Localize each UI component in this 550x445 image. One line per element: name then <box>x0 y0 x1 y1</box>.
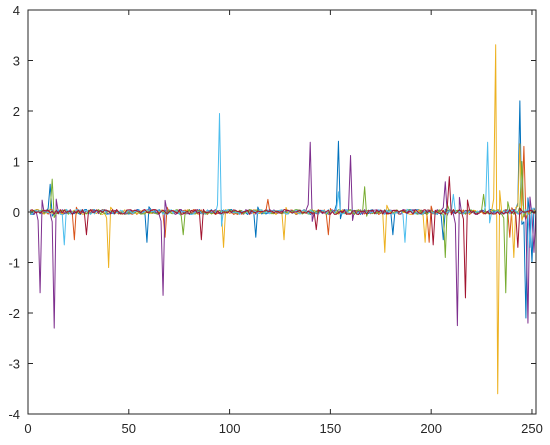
y-tick-label: 2 <box>13 104 20 119</box>
y-tick-label: -2 <box>8 306 20 321</box>
x-tick-label: 250 <box>521 421 543 436</box>
y-tick-label: 1 <box>13 155 20 170</box>
ticks-layer: 0 50 100 150 200 250 -4 -3 -2 -1 0 1 2 3 4 <box>8 3 542 436</box>
y-tick-label: -3 <box>8 357 20 372</box>
series-line-7 <box>29 176 537 299</box>
x-tick-label: 0 <box>24 421 31 436</box>
y-tick-label: 0 <box>13 205 20 220</box>
x-tick-label: 100 <box>219 421 241 436</box>
x-tick-label: 200 <box>420 421 442 436</box>
y-tick-label: 4 <box>13 3 20 18</box>
y-tick-label: -4 <box>8 407 20 422</box>
series-layer <box>29 44 537 395</box>
x-tick-label: 150 <box>320 421 342 436</box>
x-tick-label: 50 <box>122 421 136 436</box>
y-tick-label: -1 <box>8 256 20 271</box>
y-tick-label: 3 <box>13 54 20 69</box>
